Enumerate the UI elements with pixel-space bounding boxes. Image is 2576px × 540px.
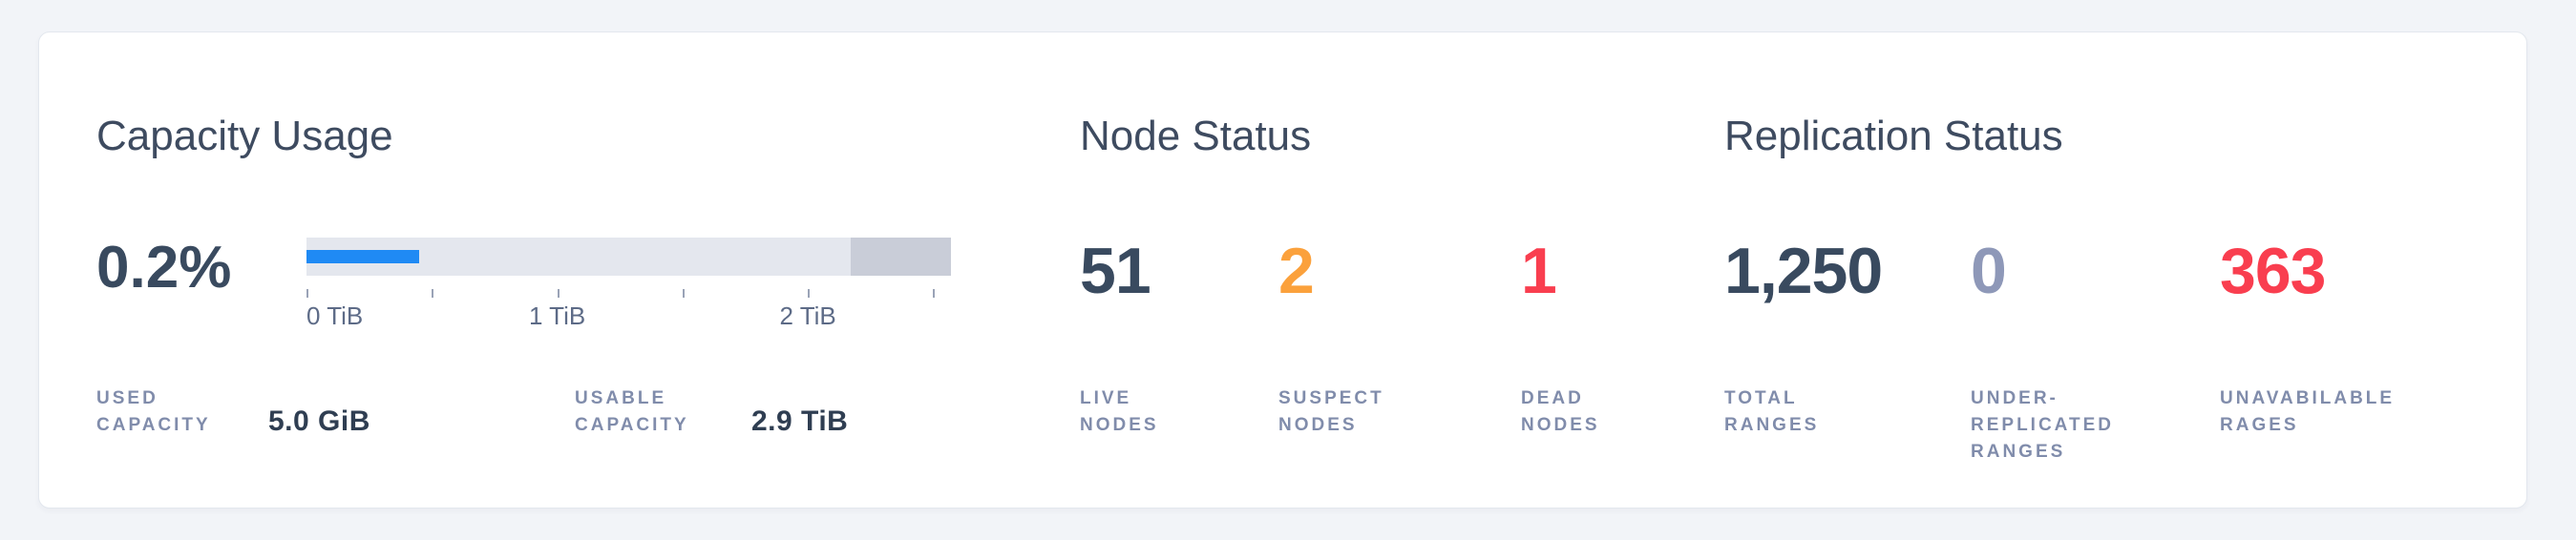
capacity-axis-tick <box>808 289 811 298</box>
usable-capacity-value: 2.9 TiB <box>751 405 849 437</box>
capacity-axis-tick <box>431 289 433 298</box>
under-replicated-ranges-value: 0 <box>1971 235 2007 307</box>
capacity-stat-row: 0.2% 0 TiB 1 TiB 2 TiB <box>96 235 951 329</box>
node-status-section: Node Status 51 LIVE NODES 2 SUSPECT NODE… <box>1080 113 1597 508</box>
capacity-axis-tick <box>557 289 560 298</box>
cluster-overview-card: Capacity Usage 0.2% 0 TiB 1 TiB 2 TiB USED… <box>38 31 2527 509</box>
suspect-nodes-cell: 2 SUSPECT NODES <box>1278 238 1521 439</box>
live-nodes-label: LIVE NODES <box>1080 388 1159 435</box>
node-status-title: Node Status <box>1080 113 1312 159</box>
capacity-used-percent: 0.2% <box>96 235 232 301</box>
capacity-axis-tick-label: 2 TiB <box>779 301 836 330</box>
used-capacity-label: USED CAPACITY <box>96 388 211 435</box>
capacity-axis-tick <box>306 289 308 298</box>
unavailable-ranges-cell: 363 UNAVABILABLE RAGES <box>2220 238 2395 466</box>
usable-capacity-label: USABLE CAPACITY <box>575 388 689 435</box>
replication-status-stats: 1,250 TOTAL RANGES 0 UNDER- REPLICATED R… <box>1724 238 2393 466</box>
capacity-axis-tick-label: 0 TiB <box>306 301 364 330</box>
total-ranges-cell: 1,250 TOTAL RANGES <box>1724 238 1971 466</box>
unavailable-ranges-value: 363 <box>2220 235 2326 307</box>
capacity-bar-track <box>306 238 951 276</box>
replication-status-title: Replication Status <box>1724 113 2063 159</box>
live-nodes-cell: 51 LIVE NODES <box>1080 238 1278 439</box>
capacity-usage-section: Capacity Usage 0.2% 0 TiB 1 TiB 2 TiB USED… <box>96 114 951 508</box>
total-ranges-label: TOTAL RANGES <box>1724 388 1820 435</box>
used-capacity-value: 5.0 GiB <box>268 405 370 437</box>
dead-nodes-cell: 1 DEAD NODES <box>1521 238 1600 439</box>
capacity-axis-tick <box>933 289 936 298</box>
capacity-bar-reserved-segment <box>851 238 951 276</box>
replication-status-section: Replication Status 1,250 TOTAL RANGES 0 … <box>1724 114 2393 508</box>
capacity-details-row: USED CAPACITY 5.0 GiB USABLE CAPACITY 2.… <box>96 385 951 439</box>
node-status-stats: 51 LIVE NODES 2 SUSPECT NODES 1 DEAD NOD… <box>1080 238 1597 439</box>
dead-nodes-label: DEAD NODES <box>1521 388 1600 435</box>
under-replicated-ranges-cell: 0 UNDER- REPLICATED RANGES <box>1971 238 2220 466</box>
under-replicated-ranges-label: UNDER- REPLICATED RANGES <box>1971 388 2114 462</box>
capacity-bar-chart: 0 TiB 1 TiB 2 TiB <box>306 238 951 329</box>
suspect-nodes-label: SUSPECT NODES <box>1278 388 1384 435</box>
capacity-axis-tick <box>682 289 685 298</box>
unavailable-ranges-label: UNAVABILABLE RAGES <box>2220 388 2396 435</box>
capacity-axis-tick-label: 1 TiB <box>528 301 586 330</box>
capacity-bar-used-segment <box>306 250 420 263</box>
capacity-usage-title: Capacity Usage <box>96 113 393 159</box>
dead-nodes-value: 1 <box>1521 235 1557 307</box>
total-ranges-value: 1,250 <box>1724 235 1883 307</box>
suspect-nodes-value: 2 <box>1278 235 1315 307</box>
live-nodes-value: 51 <box>1080 235 1151 307</box>
